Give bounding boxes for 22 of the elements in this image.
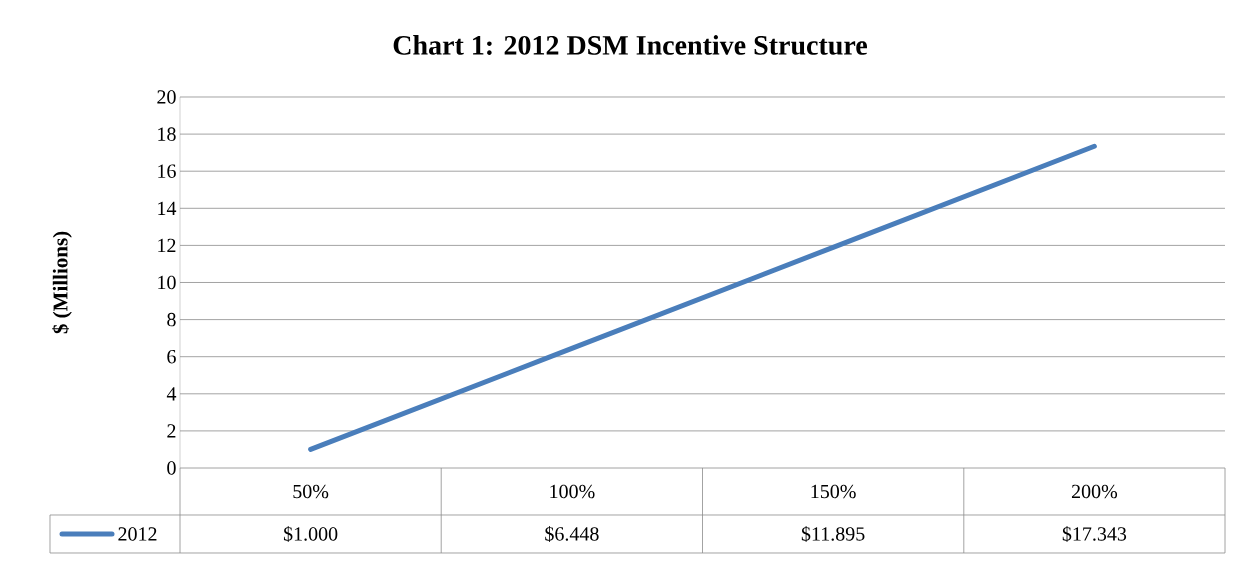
data-label: $1.000 <box>283 526 338 542</box>
x-tick-label: 50% <box>293 484 329 499</box>
y-tick-label: 18 <box>158 127 176 141</box>
chart-title: Chart 1: 2012 DSM Incentive Structure <box>393 35 867 55</box>
x-tick-label: 200% <box>1071 484 1118 499</box>
y-tick-label: 0 <box>167 461 176 475</box>
x-tick-label: 100% <box>550 484 595 499</box>
data-label: $11.895 <box>801 526 865 542</box>
data-label: $6.448 <box>545 526 599 542</box>
y-tick-label: 8 <box>167 312 176 327</box>
legend-label: 2012 <box>118 527 157 541</box>
y-tick-label: 16 <box>158 164 176 178</box>
y-axis-title: $ (Millions) <box>52 231 72 334</box>
y-tick-label: 14 <box>158 201 177 215</box>
y-tick-label: 20 <box>157 90 176 104</box>
data-label: $17.343 <box>1062 526 1127 542</box>
x-tick-label: 150% <box>811 484 856 499</box>
y-tick-label: 4 <box>166 387 177 401</box>
y-tick-label: 2 <box>167 424 176 438</box>
y-tick-label: 6 <box>167 349 176 364</box>
y-tick-label: 12 <box>158 238 176 253</box>
y-tick-label: 10 <box>158 275 176 290</box>
